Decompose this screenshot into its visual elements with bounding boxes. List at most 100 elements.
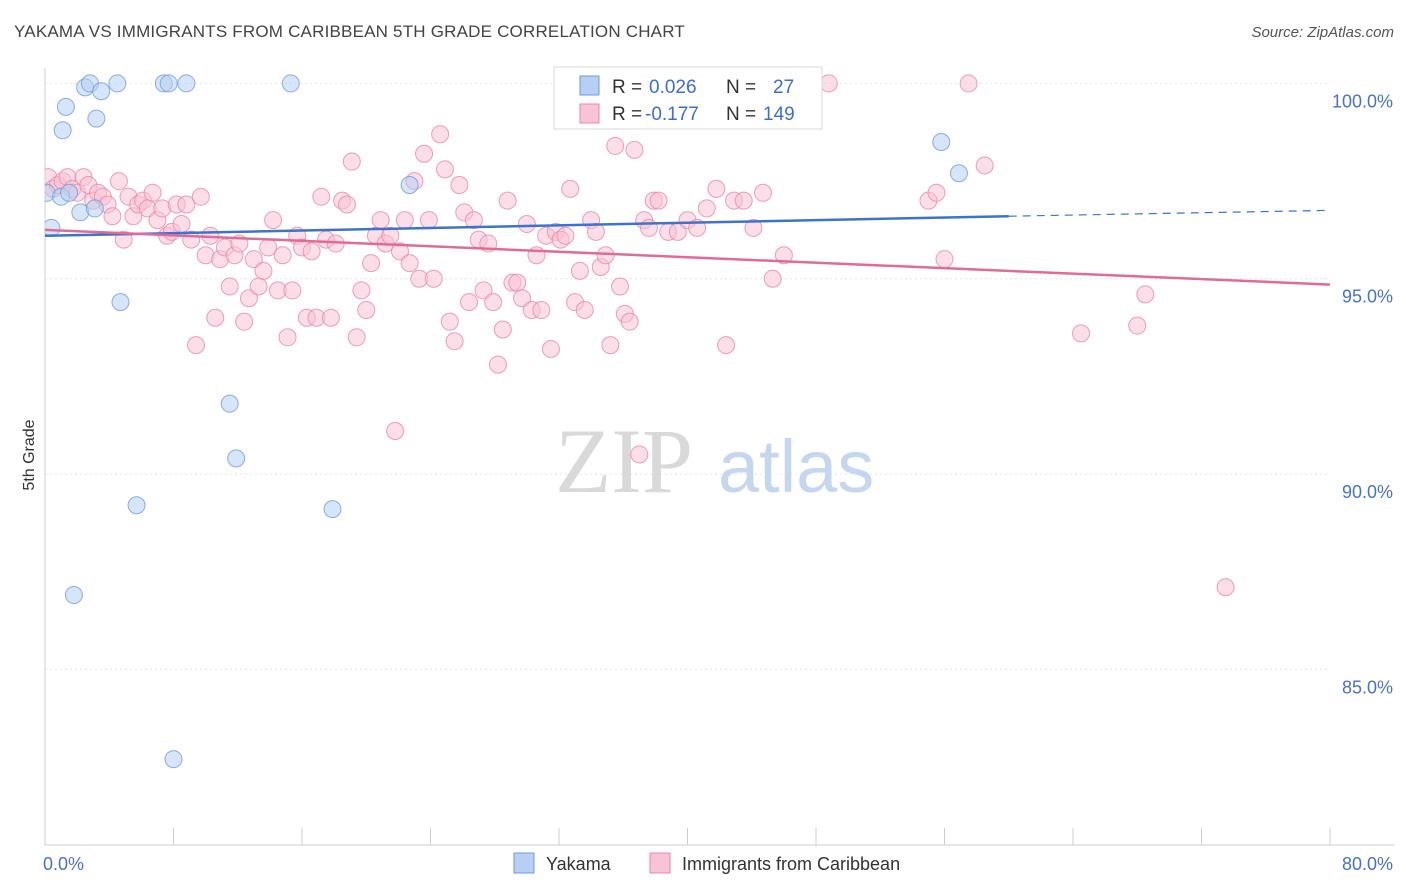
- y-tick-label: 95.0%: [1342, 287, 1393, 307]
- point-caribbean: [419, 211, 438, 230]
- point-caribbean: [273, 246, 292, 265]
- point-caribbean: [440, 312, 459, 331]
- point-caribbean: [254, 261, 273, 280]
- point-caribbean: [753, 183, 772, 202]
- point-caribbean: [575, 300, 594, 319]
- point-yakama: [177, 74, 196, 93]
- point-caribbean: [601, 336, 620, 355]
- series-legend-swatch-caribbean: [649, 852, 671, 874]
- legend-r-label-caribbean: R =: [612, 104, 642, 125]
- point-yakama: [45, 218, 61, 237]
- point-caribbean: [352, 281, 371, 300]
- x-tick-labels: 0.0% 80.0%: [43, 854, 1393, 874]
- point-caribbean: [620, 312, 639, 331]
- legend-n-value-yakama: 27: [773, 77, 794, 98]
- y-tick-label: 90.0%: [1342, 482, 1393, 502]
- point-caribbean: [488, 355, 507, 374]
- point-caribbean: [561, 179, 580, 198]
- point-caribbean: [239, 289, 258, 308]
- point-caribbean: [517, 215, 536, 234]
- point-yakama: [164, 750, 183, 769]
- legend-r-value-yakama: 0.026: [649, 77, 697, 98]
- point-caribbean: [415, 144, 434, 163]
- point-caribbean: [400, 254, 419, 273]
- source-credit: Source: ZipAtlas.com: [1251, 24, 1394, 41]
- point-caribbean: [596, 246, 615, 265]
- point-caribbean: [541, 340, 560, 359]
- point-caribbean: [532, 300, 551, 319]
- point-yakama: [108, 74, 127, 93]
- series-legend: Yakama Immigrants from Caribbean: [513, 852, 900, 874]
- point-caribbean: [362, 254, 381, 273]
- point-caribbean: [103, 207, 122, 226]
- point-caribbean: [630, 445, 649, 464]
- point-caribbean: [109, 172, 128, 191]
- point-caribbean: [625, 140, 644, 159]
- point-yakama: [227, 449, 246, 468]
- point-caribbean: [342, 152, 361, 171]
- point-caribbean: [172, 215, 191, 234]
- point-caribbean: [283, 281, 302, 300]
- data-points: [45, 74, 1235, 769]
- y-tick-label: 85.0%: [1342, 677, 1393, 697]
- point-caribbean: [927, 183, 946, 202]
- point-caribbean: [556, 226, 575, 245]
- stats-legend: R = 0.026 N = 27 R = -0.177 N = 149: [553, 66, 823, 130]
- point-caribbean: [959, 74, 978, 93]
- point-caribbean: [302, 242, 321, 261]
- watermark-zip: ZIP: [555, 410, 693, 512]
- point-yakama: [400, 175, 419, 194]
- watermark-atlas: atlas: [718, 425, 874, 508]
- y-tick-labels: 100.0% 95.0% 90.0% 85.0%: [1332, 91, 1393, 697]
- point-caribbean: [484, 293, 503, 312]
- point-caribbean: [464, 211, 483, 230]
- series-legend-label-yakama: Yakama: [546, 854, 612, 874]
- x-tick-label-max: 80.0%: [1342, 854, 1393, 874]
- point-caribbean: [774, 246, 793, 265]
- trend-lines: [44, 209, 1331, 286]
- point-caribbean: [450, 175, 469, 194]
- point-caribbean: [235, 312, 254, 331]
- legend-n-value-caribbean: 149: [763, 104, 795, 125]
- trend-line-yakama: [44, 214, 1009, 237]
- y-axis-label: 5th Grade: [21, 419, 38, 490]
- point-caribbean: [460, 293, 479, 312]
- point-yakama: [220, 394, 239, 413]
- point-yakama: [92, 82, 111, 101]
- point-caribbean: [445, 332, 464, 351]
- point-caribbean: [357, 300, 376, 319]
- chart-title: YAKAMA VS IMMIGRANTS FROM CARIBBEAN 5TH …: [14, 22, 685, 41]
- point-caribbean: [707, 179, 726, 198]
- point-caribbean: [177, 195, 196, 214]
- point-caribbean: [474, 281, 493, 300]
- point-caribbean: [611, 277, 630, 296]
- watermark: ZIP atlas: [555, 410, 874, 512]
- point-caribbean: [143, 183, 162, 202]
- legend-r-value-caribbean: -0.177: [645, 104, 699, 125]
- point-yakama: [60, 183, 79, 202]
- point-caribbean: [493, 320, 512, 339]
- point-caribbean: [264, 211, 283, 230]
- trend-line-caribbean: [44, 228, 1331, 286]
- point-caribbean: [639, 218, 658, 237]
- trend-line-yakama-extension: [1008, 209, 1331, 217]
- point-yakama: [127, 496, 146, 515]
- legend-n-label-yakama: N =: [726, 77, 756, 98]
- point-yakama: [53, 121, 72, 140]
- point-caribbean: [337, 195, 356, 214]
- point-caribbean: [312, 187, 331, 206]
- point-yakama: [323, 500, 342, 519]
- point-caribbean: [1072, 324, 1091, 343]
- point-caribbean: [649, 191, 668, 210]
- point-caribbean: [321, 308, 340, 327]
- y-tick-label: 100.0%: [1332, 91, 1393, 111]
- point-caribbean: [606, 136, 625, 155]
- point-caribbean: [498, 191, 517, 210]
- point-caribbean: [935, 250, 954, 269]
- point-yakama: [281, 74, 300, 93]
- point-caribbean: [435, 160, 454, 179]
- point-caribbean: [386, 422, 405, 441]
- point-yakama: [932, 133, 951, 152]
- point-caribbean: [1128, 316, 1147, 335]
